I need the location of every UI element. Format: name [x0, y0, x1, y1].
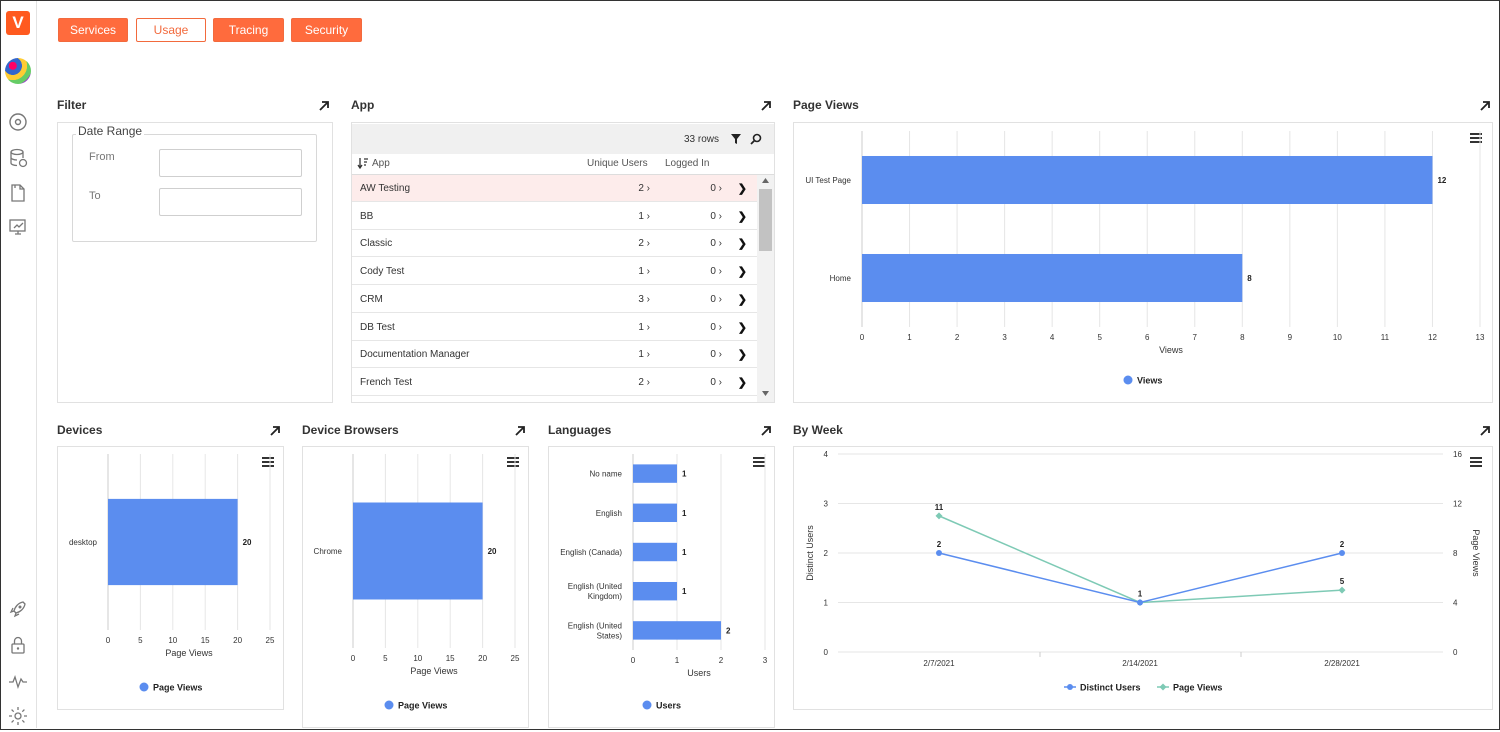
logged-in-cell[interactable]: 0 › — [710, 321, 722, 333]
app-logo[interactable]: V — [6, 11, 30, 35]
expand-devices-icon[interactable] — [269, 425, 281, 437]
table-row[interactable]: AW Testing 2 › 0 › ❯ — [352, 175, 757, 202]
unique-users-cell[interactable]: 1 › — [638, 321, 650, 333]
rocket-icon[interactable] — [7, 598, 29, 620]
rows-count: 33 rows — [684, 134, 720, 145]
app-panel — [351, 122, 775, 403]
logged-in-cell[interactable]: 0 › — [710, 210, 722, 222]
date-range-fieldset — [72, 134, 317, 242]
sidebar: V — [1, 1, 37, 728]
app-title: App — [351, 98, 375, 112]
languages-panel — [548, 446, 775, 728]
to-date-input[interactable] — [159, 188, 302, 216]
app-name-cell: CRM — [360, 293, 383, 305]
monitor-chart-icon[interactable] — [7, 216, 29, 238]
search-icon[interactable] — [750, 133, 762, 145]
scrollbar-thumb[interactable] — [759, 189, 772, 251]
logged-in-cell[interactable]: 0 › — [710, 349, 722, 361]
app-table-scrollbar[interactable] — [757, 175, 774, 402]
device-browsers-title: Device Browsers — [302, 423, 399, 437]
expand-app-icon[interactable] — [760, 100, 772, 112]
row-chevron-icon[interactable]: ❯ — [737, 349, 747, 362]
app-name-cell: Documentation Manager — [360, 349, 470, 361]
unique-users-cell[interactable]: 2 › — [638, 238, 650, 250]
disc-icon[interactable] — [7, 111, 29, 133]
expand-languages-icon[interactable] — [760, 425, 772, 437]
app-name-cell: Classic — [360, 238, 393, 250]
devices-panel — [57, 446, 284, 710]
table-row[interactable]: BB 1 › 0 › ❯ — [352, 203, 757, 230]
scroll-down-icon[interactable] — [761, 390, 770, 397]
col-unique-users[interactable]: Unique Users — [587, 158, 648, 169]
lock-icon[interactable] — [7, 634, 29, 656]
from-label: From — [89, 151, 115, 163]
app-name-cell: BB — [360, 210, 374, 222]
page-views-menu-icon[interactable] — [1470, 133, 1482, 143]
filter-title: Filter — [57, 98, 87, 112]
row-chevron-icon[interactable]: ❯ — [737, 293, 747, 306]
database-icon[interactable] — [7, 147, 29, 169]
page-views-title: Page Views — [793, 98, 859, 112]
languages-title: Languages — [548, 423, 612, 437]
table-row[interactable]: DB Test 1 › 0 › ❯ — [352, 314, 757, 341]
row-chevron-icon[interactable]: ❯ — [737, 376, 747, 389]
by-week-panel — [793, 446, 1493, 710]
row-chevron-icon[interactable]: ❯ — [737, 210, 747, 223]
app-table-header — [352, 154, 774, 175]
expand-page-views-icon[interactable] — [1479, 100, 1491, 112]
from-date-input[interactable] — [159, 149, 302, 177]
scroll-up-icon[interactable] — [761, 177, 770, 184]
by-week-menu-icon[interactable] — [1470, 457, 1482, 467]
unique-users-cell[interactable]: 1 › — [638, 210, 650, 222]
activity-icon[interactable] — [7, 670, 29, 692]
usage-button[interactable]: Usage — [136, 18, 206, 42]
filter-icon[interactable] — [730, 133, 742, 145]
services-button[interactable]: Services — [58, 18, 128, 42]
table-row[interactable]: CRM 3 › 0 › ❯ — [352, 286, 757, 313]
app-name-cell: Cody Test — [360, 266, 405, 278]
col-app[interactable]: App — [372, 158, 390, 169]
app-name-cell: DB Test — [360, 321, 395, 333]
row-chevron-icon[interactable]: ❯ — [737, 266, 747, 279]
sort-icon[interactable] — [357, 157, 369, 169]
unique-users-cell[interactable]: 2 › — [638, 376, 650, 388]
unique-users-cell[interactable]: 1 › — [638, 266, 650, 278]
browsers-menu-icon[interactable] — [507, 457, 519, 467]
row-chevron-icon[interactable]: ❯ — [737, 183, 747, 195]
devices-title: Devices — [57, 423, 103, 437]
expand-device-browsers-icon[interactable] — [514, 425, 526, 437]
avatar[interactable] — [5, 58, 31, 84]
tracing-button[interactable]: Tracing — [213, 18, 284, 42]
table-row[interactable]: Documentation Manager 1 › 0 › ❯ — [352, 341, 757, 369]
date-range-legend: Date Range — [76, 124, 145, 138]
unique-users-cell[interactable]: 2 › — [638, 183, 650, 194]
logged-in-cell[interactable]: 0 › — [710, 183, 722, 194]
page-views-panel — [793, 122, 1493, 403]
logged-in-cell[interactable]: 0 › — [710, 293, 722, 305]
row-chevron-icon[interactable]: ❯ — [737, 321, 747, 334]
logged-in-cell[interactable]: 0 › — [710, 376, 722, 388]
devices-menu-icon[interactable] — [262, 457, 274, 467]
logged-in-cell[interactable]: 0 › — [710, 266, 722, 278]
documents-icon[interactable] — [7, 182, 29, 204]
app-table-toolbar — [352, 124, 774, 154]
unique-users-cell[interactable]: 1 › — [638, 349, 650, 361]
security-button[interactable]: Security — [291, 18, 362, 42]
app-name-cell: AW Testing — [360, 183, 411, 194]
app-name-cell: French Test — [360, 376, 413, 388]
expand-filter-icon[interactable] — [318, 100, 330, 112]
device-browsers-panel — [302, 446, 529, 728]
table-row[interactable]: Classic 2 › 0 › ❯ — [352, 230, 757, 258]
settings-icon[interactable] — [7, 705, 29, 727]
unique-users-cell[interactable]: 3 › — [638, 293, 650, 305]
col-logged-in[interactable]: Logged In — [665, 158, 710, 169]
languages-menu-icon[interactable] — [753, 457, 765, 467]
to-label: To — [89, 190, 101, 202]
table-row[interactable]: Cody Test 1 › 0 › ❯ — [352, 258, 757, 286]
by-week-title: By Week — [793, 423, 843, 437]
logged-in-cell[interactable]: 0 › — [710, 238, 722, 250]
table-row[interactable]: French Test 2 › 0 › ❯ — [352, 369, 757, 396]
expand-by-week-icon[interactable] — [1479, 425, 1491, 437]
row-chevron-icon[interactable]: ❯ — [737, 238, 747, 251]
